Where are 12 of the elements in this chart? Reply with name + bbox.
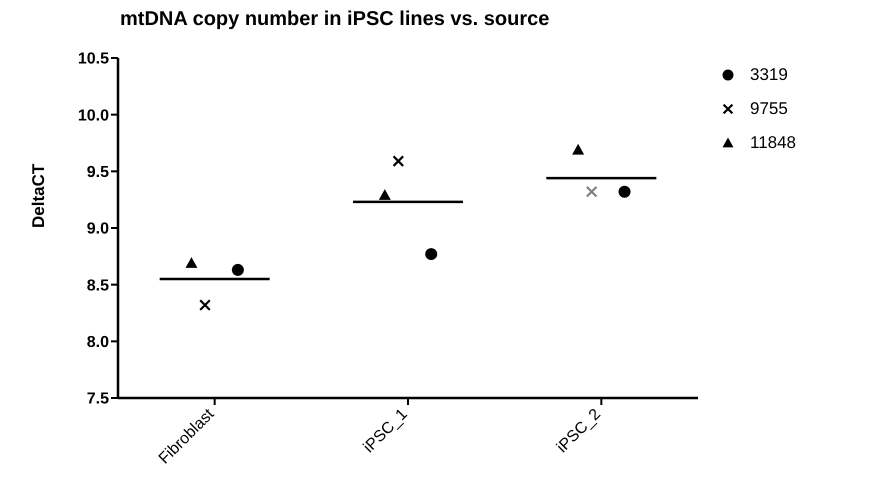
y-tick-label: 9.0 — [86, 220, 110, 238]
legend-label: 9755 — [750, 99, 788, 119]
y-tick-label: 7.5 — [86, 390, 110, 408]
y-axis-title: DeltaCT — [29, 163, 48, 228]
legend-label: 3319 — [750, 65, 788, 85]
chart-title: mtDNA copy number in iPSC lines vs. source — [120, 8, 550, 32]
y-tick-label: 8.5 — [86, 277, 110, 294]
y-tick-label: 8.0 — [86, 334, 110, 352]
y-tick-label: 10.0 — [78, 107, 110, 124]
y-tick-label: 9.5 — [86, 164, 110, 182]
y-tick-label: 10.5 — [78, 50, 110, 68]
legend-label: 11848 — [750, 133, 796, 153]
